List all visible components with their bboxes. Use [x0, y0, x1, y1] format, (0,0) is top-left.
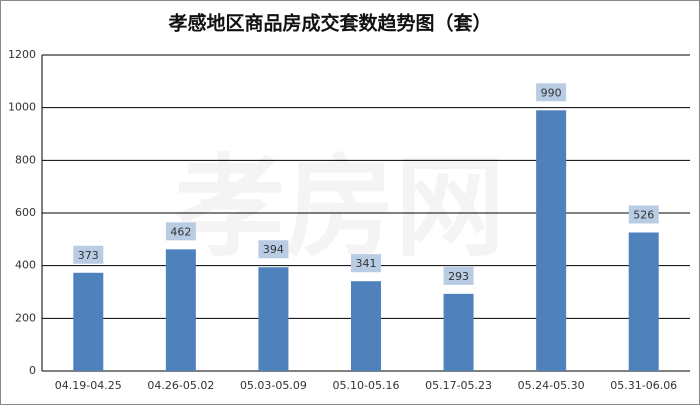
- value-label: 394: [263, 243, 284, 256]
- bar: [536, 110, 567, 372]
- value-label-box: [165, 222, 196, 241]
- y-tick-label: 200: [15, 311, 36, 324]
- chart-title: 孝感地区商品房成交套数趋势图（套）: [168, 12, 491, 35]
- y-tick-label: 600: [15, 206, 36, 219]
- bar: [351, 281, 381, 371]
- value-label-box: [628, 205, 659, 224]
- x-tick-label: 05.24-05.30: [518, 379, 585, 392]
- value-label: 341: [356, 257, 377, 270]
- value-label: 526: [633, 208, 654, 221]
- watermark: 孝房网: [175, 143, 505, 271]
- value-label-box: [258, 240, 289, 259]
- value-label: 293: [448, 270, 469, 283]
- y-tick-label: 1000: [8, 101, 36, 114]
- value-label-box: [536, 83, 567, 102]
- value-label: 990: [541, 86, 562, 99]
- y-tick-label: 400: [15, 259, 36, 272]
- y-tick-label: 0: [29, 364, 36, 377]
- value-label-box: [73, 245, 104, 264]
- y-tick-label: 800: [15, 153, 36, 166]
- value-label-box: [351, 254, 381, 273]
- bar: [443, 293, 474, 371]
- x-tick-label: 05.03-05.09: [240, 379, 307, 392]
- x-tick-label: 05.10-05.16: [333, 379, 400, 392]
- bar: [165, 249, 196, 371]
- value-label: 462: [170, 225, 191, 238]
- y-tick-label: 1200: [8, 48, 36, 61]
- x-tick-label: 04.26-05.02: [147, 379, 214, 392]
- x-tick-label: 05.17-05.23: [425, 379, 492, 392]
- value-label: 373: [78, 249, 99, 262]
- x-tick-label: 04.19-04.25: [55, 379, 122, 392]
- x-tick-label: 05.31-06.06: [610, 379, 677, 392]
- bar: [258, 267, 289, 371]
- value-label-box: [443, 266, 474, 285]
- bar: [73, 272, 104, 371]
- bar: [628, 232, 659, 371]
